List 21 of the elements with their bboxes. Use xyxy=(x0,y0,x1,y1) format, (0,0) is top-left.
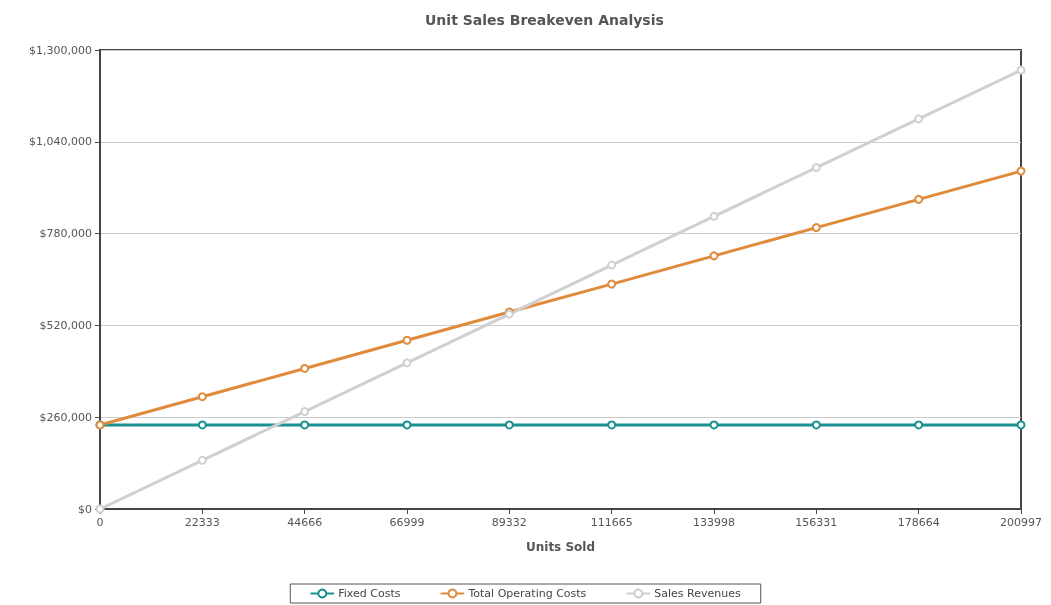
chart-title: Unit Sales Breakeven Analysis xyxy=(425,12,664,28)
y-tick-label: $780,000 xyxy=(39,227,92,241)
legend-label: Sales Revenues xyxy=(654,587,741,600)
x-tick-label: 0 xyxy=(96,516,104,529)
y-tick-label: $1,300,000 xyxy=(29,43,92,57)
x-tick-label: 133998 xyxy=(693,516,735,529)
x-tick-label: 111665 xyxy=(590,516,633,529)
x-tick-label: 89332 xyxy=(491,516,527,529)
x-tick-label: 22333 xyxy=(184,516,220,529)
x-tick-label: 156331 xyxy=(795,516,838,529)
x-tick-label: 66999 xyxy=(389,516,425,529)
x-tick-label: 44666 xyxy=(287,516,323,529)
y-tick-label: $520,000 xyxy=(39,318,92,332)
x-tick-label: 178664 xyxy=(897,516,940,529)
y-tick-label: $0 xyxy=(78,502,92,516)
y-tick-label: $1,040,000 xyxy=(29,135,92,149)
legend-label: Fixed Costs xyxy=(338,587,401,600)
legend-label: Total Operating Costs xyxy=(467,587,587,600)
x-tick-label: 200997 xyxy=(1000,516,1042,529)
y-tick-label: $260,000 xyxy=(39,410,92,424)
x-axis-title: Units Sold xyxy=(525,540,596,554)
